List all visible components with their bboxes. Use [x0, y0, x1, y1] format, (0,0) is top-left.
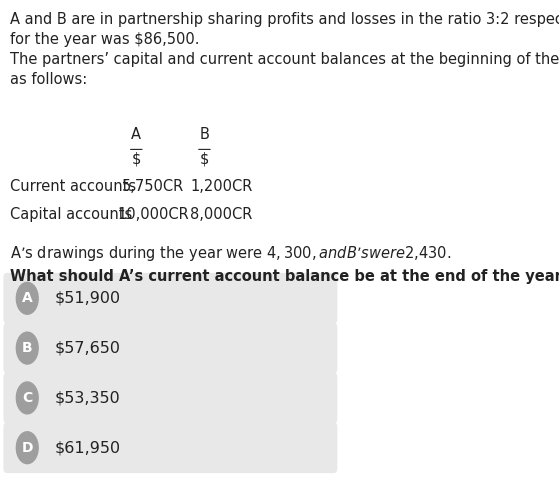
- Text: A: A: [22, 291, 32, 305]
- FancyBboxPatch shape: [3, 422, 337, 473]
- Circle shape: [16, 282, 38, 314]
- Text: Current accounts: Current accounts: [10, 179, 136, 194]
- Text: A’s drawings during the year were $4,300, and B’s were $2,430.: A’s drawings during the year were $4,300…: [10, 244, 452, 263]
- Text: A: A: [131, 127, 141, 142]
- FancyBboxPatch shape: [3, 323, 337, 374]
- Circle shape: [16, 432, 38, 464]
- Text: 10,000CR: 10,000CR: [117, 207, 189, 222]
- Text: D: D: [21, 441, 33, 455]
- Text: 1,200CR: 1,200CR: [190, 179, 253, 194]
- Text: 5,750CR: 5,750CR: [122, 179, 184, 194]
- Text: C: C: [22, 391, 32, 405]
- Circle shape: [16, 332, 38, 364]
- Text: B: B: [200, 127, 210, 142]
- Text: 8,000CR: 8,000CR: [190, 207, 253, 222]
- Text: B: B: [22, 341, 32, 355]
- Text: What should A’s current account balance be at the end of the year?: What should A’s current account balance …: [10, 269, 559, 284]
- Text: $61,950: $61,950: [55, 440, 121, 455]
- Text: $51,900: $51,900: [55, 291, 121, 306]
- Text: $53,350: $53,350: [55, 390, 120, 405]
- Text: $57,650: $57,650: [55, 341, 121, 356]
- Text: The partners’ capital and current account balances at the beginning of the year : The partners’ capital and current accoun…: [10, 52, 559, 87]
- Text: Capital accounts: Capital accounts: [10, 207, 132, 222]
- Circle shape: [16, 382, 38, 414]
- Text: A and B are in partnership sharing profits and losses in the ratio 3:2 respectiv: A and B are in partnership sharing profi…: [10, 12, 559, 47]
- Text: $: $: [200, 152, 209, 167]
- FancyBboxPatch shape: [3, 273, 337, 324]
- Text: $: $: [131, 152, 141, 167]
- FancyBboxPatch shape: [3, 373, 337, 423]
